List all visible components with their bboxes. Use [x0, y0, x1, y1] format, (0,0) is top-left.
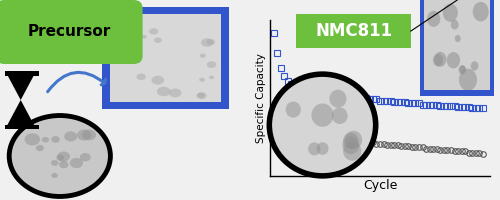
Ellipse shape — [178, 82, 184, 86]
Ellipse shape — [345, 131, 362, 149]
Ellipse shape — [343, 133, 358, 149]
Ellipse shape — [459, 69, 477, 91]
Ellipse shape — [140, 31, 148, 37]
Ellipse shape — [472, 2, 488, 21]
Bar — [4, 125, 39, 129]
Ellipse shape — [90, 145, 98, 152]
Y-axis label: Specific Capacity: Specific Capacity — [256, 53, 266, 143]
Ellipse shape — [330, 90, 346, 108]
Ellipse shape — [446, 52, 460, 68]
Ellipse shape — [168, 25, 171, 28]
Ellipse shape — [286, 102, 301, 118]
Ellipse shape — [115, 21, 119, 24]
Ellipse shape — [470, 61, 478, 71]
Ellipse shape — [343, 142, 361, 161]
Ellipse shape — [120, 51, 127, 56]
Ellipse shape — [196, 42, 203, 47]
FancyBboxPatch shape — [0, 0, 142, 64]
Ellipse shape — [450, 20, 458, 30]
Ellipse shape — [9, 116, 110, 196]
Ellipse shape — [84, 145, 90, 149]
Text: NMC811: NMC811 — [315, 22, 392, 40]
Bar — [102, 7, 229, 109]
Ellipse shape — [133, 40, 142, 47]
Ellipse shape — [178, 60, 185, 66]
Bar — [4, 71, 39, 76]
Ellipse shape — [207, 44, 212, 48]
Ellipse shape — [270, 74, 376, 176]
Ellipse shape — [114, 68, 126, 77]
Ellipse shape — [50, 151, 66, 163]
Ellipse shape — [78, 135, 85, 140]
X-axis label: Cycle: Cycle — [363, 179, 397, 192]
Ellipse shape — [26, 170, 42, 183]
Ellipse shape — [32, 153, 42, 161]
Ellipse shape — [308, 142, 320, 155]
Ellipse shape — [28, 154, 38, 162]
Ellipse shape — [443, 4, 458, 22]
Bar — [110, 14, 221, 102]
Ellipse shape — [312, 103, 334, 127]
Ellipse shape — [166, 91, 170, 95]
Ellipse shape — [460, 65, 466, 73]
Ellipse shape — [81, 167, 87, 172]
Ellipse shape — [182, 83, 194, 92]
Ellipse shape — [434, 52, 446, 67]
Ellipse shape — [89, 162, 101, 171]
Ellipse shape — [342, 136, 359, 154]
Ellipse shape — [316, 142, 328, 155]
Ellipse shape — [69, 132, 81, 141]
Ellipse shape — [78, 153, 91, 163]
Ellipse shape — [332, 107, 347, 124]
FancyBboxPatch shape — [290, 12, 418, 50]
Ellipse shape — [40, 152, 56, 164]
Ellipse shape — [433, 54, 443, 66]
Ellipse shape — [116, 90, 128, 99]
Ellipse shape — [427, 11, 440, 27]
Polygon shape — [6, 72, 36, 100]
Ellipse shape — [458, 65, 466, 74]
Ellipse shape — [455, 35, 460, 42]
Ellipse shape — [120, 63, 130, 70]
Ellipse shape — [158, 79, 168, 87]
Ellipse shape — [60, 137, 66, 141]
Polygon shape — [6, 100, 36, 128]
Ellipse shape — [69, 143, 78, 150]
Ellipse shape — [144, 60, 148, 64]
Ellipse shape — [170, 49, 178, 54]
Ellipse shape — [170, 61, 181, 69]
Text: Precursor: Precursor — [28, 23, 110, 38]
